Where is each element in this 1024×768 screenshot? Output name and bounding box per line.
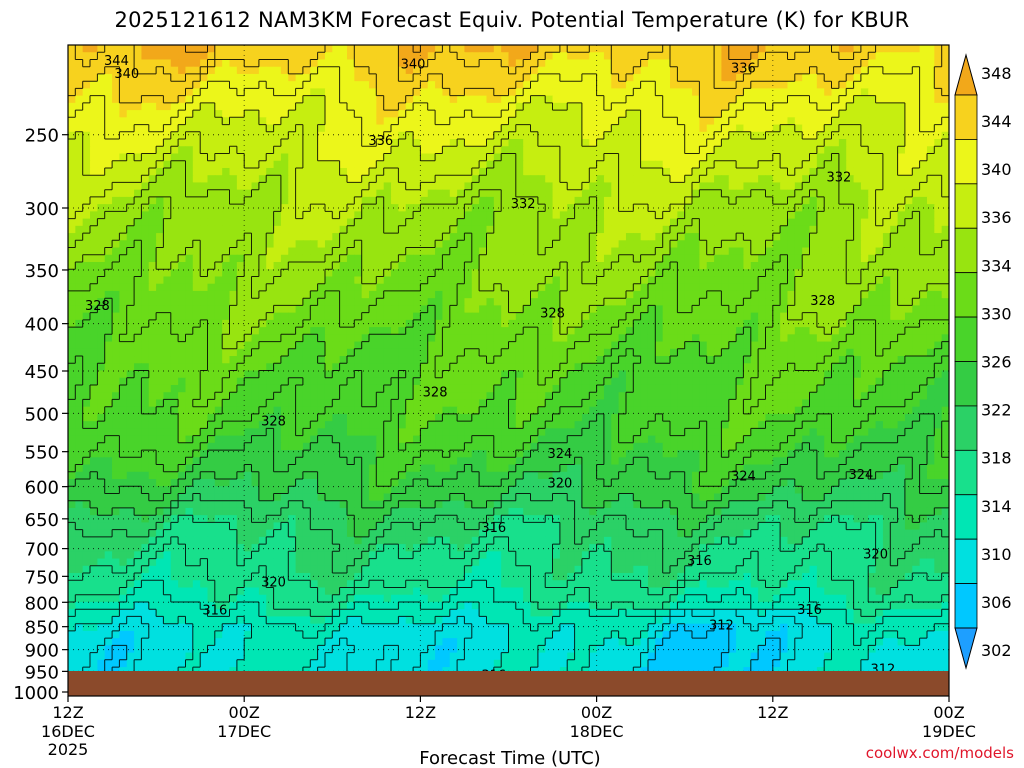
contour-label: 320 <box>863 547 888 562</box>
y-tick-label: 650 <box>25 510 59 531</box>
contour-label: 320 <box>261 576 286 591</box>
colorbar-bottom-arrow <box>954 627 978 670</box>
chart-title: 2025121612 NAM3KM Forecast Equiv. Potent… <box>114 8 910 32</box>
colorbar-label: 306 <box>981 593 1012 612</box>
x-tick-label: 12Z <box>757 703 788 722</box>
contour-label: 324 <box>547 447 572 462</box>
x-axis-label: Forecast Time (UTC) <box>419 748 600 768</box>
y-tick-label: 800 <box>25 593 59 614</box>
colorbar-swatch <box>954 583 978 629</box>
contour-lines <box>68 45 949 696</box>
contour-label: 316 <box>481 521 506 536</box>
colorbar-swatch <box>954 538 978 584</box>
contour-label: 340 <box>114 67 139 82</box>
contour-label: 324 <box>848 468 873 483</box>
contour-label: 336 <box>368 134 393 149</box>
theta-e-contours <box>68 45 949 696</box>
colorbar-swatch <box>954 449 978 496</box>
x-tick-label: 12Z <box>405 703 436 722</box>
colorbar-swatch <box>954 183 978 229</box>
colorbar-swatch <box>954 227 978 274</box>
y-tick-label: 900 <box>25 641 59 662</box>
contour-label: 344 <box>104 54 129 69</box>
contour-label: 332 <box>511 197 536 212</box>
x-tick-label: 19DEC <box>922 722 976 741</box>
colorbar-swatch <box>954 361 978 407</box>
x-tick-label: 12Z <box>52 703 83 722</box>
contour-label: 312 <box>709 619 734 634</box>
y-tick-label: 300 <box>25 199 59 220</box>
colorbar: 348 344 340 336 334 330 326 322 318 314 310 306 302 <box>954 53 1012 670</box>
colorbar-swatch <box>954 272 978 318</box>
x-tick-label: 17DEC <box>217 722 271 741</box>
contour-label: 328 <box>261 414 286 429</box>
y-tick-label: 550 <box>25 443 59 464</box>
contour-label: 316 <box>687 554 712 569</box>
ground-shading <box>68 671 949 696</box>
contour-label: 328 <box>85 299 110 314</box>
colorbar-label: 344 <box>981 112 1012 131</box>
colorbar-top-arrow <box>954 53 978 96</box>
colorbar-label: 336 <box>981 208 1012 227</box>
x-tick-label: 2025 <box>48 740 89 759</box>
colorbar-swatch <box>954 316 978 362</box>
y-tick-label: 250 <box>25 126 59 147</box>
colorbar-label: 330 <box>981 304 1012 323</box>
contour-label: 328 <box>810 294 835 309</box>
colorbar-label: 302 <box>981 641 1012 660</box>
colorbar-swatch <box>954 94 978 140</box>
colorbar-swatch <box>954 139 978 185</box>
colorbar-swatch <box>954 405 978 451</box>
colorbar-label: 348 <box>981 64 1012 83</box>
y-tick-label: 1000 <box>13 683 59 704</box>
y-tick-label: 500 <box>25 404 59 425</box>
colorbar-label: 340 <box>981 160 1012 179</box>
y-axis: 2503003504004505005506006507007508008509… <box>13 126 68 704</box>
colorbar-swatch <box>954 494 978 540</box>
x-tick-label: 16DEC <box>41 722 95 741</box>
colorbar-label: 318 <box>981 449 1012 468</box>
x-tick-label: 00Z <box>229 703 260 722</box>
y-tick-label: 850 <box>25 618 59 639</box>
contour-label: 328 <box>423 386 448 401</box>
colorbar-label: 334 <box>981 256 1012 275</box>
y-tick-label: 600 <box>25 478 59 499</box>
contour-label: 340 <box>401 58 426 73</box>
contour-label: 332 <box>826 170 851 185</box>
y-tick-label: 400 <box>25 315 59 336</box>
contour-label: 316 <box>797 603 822 618</box>
contour-label: 328 <box>540 306 565 321</box>
colorbar-label: 314 <box>981 497 1012 516</box>
contour-label: 324 <box>731 469 756 484</box>
contour-label: 316 <box>202 604 227 619</box>
contour-label: 320 <box>547 476 572 491</box>
colorbar-label: 326 <box>981 353 1012 372</box>
colorbar-label: 310 <box>981 545 1012 564</box>
contour-label: 336 <box>731 61 756 76</box>
colorbar-label: 322 <box>981 401 1012 420</box>
y-tick-label: 750 <box>25 567 59 588</box>
y-tick-label: 950 <box>25 662 59 683</box>
y-tick-label: 700 <box>25 540 59 561</box>
grid-lines <box>67 45 950 696</box>
x-tick-label: 18DEC <box>570 722 624 741</box>
x-tick-label: 00Z <box>581 703 612 722</box>
y-tick-label: 450 <box>25 362 59 383</box>
source-credit: coolwx.com/models <box>865 744 1014 762</box>
y-tick-label: 350 <box>25 261 59 282</box>
x-tick-label: 00Z <box>933 703 964 722</box>
